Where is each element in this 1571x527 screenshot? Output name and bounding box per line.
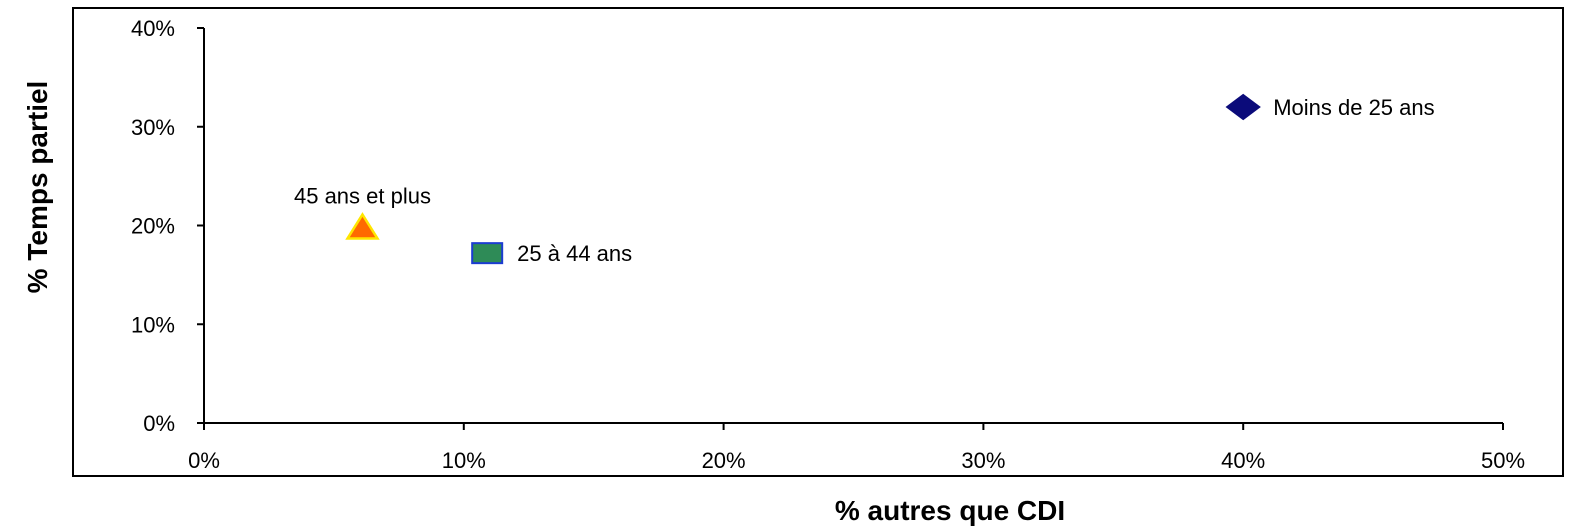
x-axis-ticks: 0% 10% 20% 30% 40% 50% bbox=[188, 423, 1525, 473]
x-tick-label: 50% bbox=[1481, 448, 1525, 473]
x-tick-label: 10% bbox=[442, 448, 486, 473]
y-tick-label: 30% bbox=[131, 115, 175, 140]
x-axis-title: % autres que CDI bbox=[835, 495, 1065, 526]
y-tick-label: 20% bbox=[131, 214, 175, 239]
point-label: Moins de 25 ans bbox=[1273, 95, 1434, 120]
point-marker-square bbox=[471, 242, 504, 265]
point-marker-diamond bbox=[1225, 93, 1261, 121]
y-tick-label: 40% bbox=[131, 16, 175, 41]
x-tick-label: 30% bbox=[961, 448, 1005, 473]
point-marker-triangle bbox=[345, 212, 380, 240]
x-tick-label: 40% bbox=[1221, 448, 1265, 473]
y-tick-label: 10% bbox=[131, 312, 175, 337]
y-tick-label: 0% bbox=[143, 411, 175, 436]
data-points: Moins de 25 ans 25 à 44 ans 45 ans et plus bbox=[294, 93, 1435, 266]
point-label: 25 à 44 ans bbox=[517, 241, 632, 266]
plot-frame bbox=[72, 7, 1564, 477]
y-axis-ticks: 0% 10% 20% 30% 40% bbox=[131, 16, 204, 436]
y-axis-title: % Temps partiel bbox=[22, 81, 53, 294]
x-tick-label: 20% bbox=[702, 448, 746, 473]
point-label: 45 ans et plus bbox=[294, 183, 431, 208]
x-tick-label: 0% bbox=[188, 448, 220, 473]
